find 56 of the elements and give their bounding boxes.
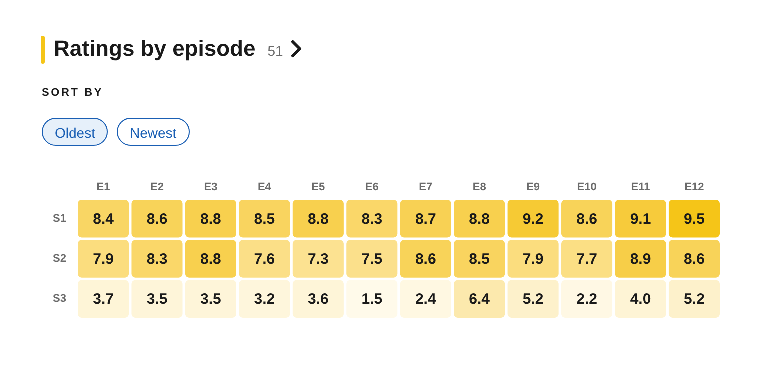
x-tick-label: E11 [631, 182, 650, 194]
text: SORT BY [42, 87, 104, 99]
text: Oldest [42, 118, 108, 146]
data-label: 8.5 [254, 210, 276, 228]
x-tick-label: E4 [258, 182, 272, 194]
data-label: 8.8 [200, 251, 222, 268]
data-label: 5.2 [522, 291, 544, 308]
data-label: 9.5 [684, 210, 705, 228]
data-label: 2.4 [415, 291, 437, 308]
data-label: 7.6 [254, 251, 276, 268]
data-label: 4.0 [630, 291, 652, 308]
data-label: 8.3 [362, 210, 383, 228]
data-label: 8.3 [146, 251, 168, 268]
data-label: 8.6 [146, 210, 168, 228]
x-tick-label: E10 [577, 182, 597, 194]
data-label: 8.6 [415, 251, 436, 268]
data-label: 9.1 [630, 210, 652, 228]
data-label: 8.9 [630, 251, 652, 268]
data-label: 3.5 [200, 291, 222, 308]
data-label: 8.5 [469, 251, 490, 268]
data-label: 7.9 [93, 251, 114, 268]
data-label: 3.2 [254, 291, 276, 308]
data-label: 8.7 [415, 210, 436, 228]
x-tick-label: E3 [204, 182, 218, 194]
x-tick-label: E12 [684, 182, 704, 194]
data-label: 3.5 [146, 291, 168, 308]
data-label: 8.8 [308, 210, 329, 228]
data-label: 7.3 [308, 251, 329, 268]
data-label: 7.5 [362, 251, 383, 268]
y-tick-label: S2 [53, 253, 66, 265]
data-label: 8.8 [200, 210, 222, 228]
data-label: 6.4 [469, 291, 491, 308]
x-tick-label: E9 [526, 182, 540, 194]
data-label: 8.6 [684, 251, 705, 268]
y-tick-label: S1 [53, 212, 66, 225]
x-tick-label: E6 [365, 182, 379, 194]
data-label: 3.7 [93, 291, 114, 308]
x-tick-label: E5 [312, 182, 326, 194]
data-label: 8.4 [93, 210, 115, 228]
y-tick-label: S3 [53, 293, 66, 306]
text: 51 [268, 43, 284, 59]
x-tick-label: E8 [472, 182, 486, 194]
x-tick-label: E2 [150, 182, 164, 194]
data-label: 8.8 [469, 210, 490, 228]
data-label: 7.7 [576, 251, 598, 268]
data-label: 5.2 [684, 291, 705, 308]
x-tick-label: E1 [96, 182, 110, 194]
data-label: 1.5 [362, 291, 383, 308]
chart-title: Ratings by episode [54, 36, 256, 62]
data-label: 7.9 [522, 251, 544, 268]
x-tick-label: E7 [419, 182, 433, 194]
data-label: 9.2 [522, 210, 544, 228]
data-label: 8.6 [576, 210, 598, 228]
data-label: 2.2 [576, 291, 598, 308]
text: Newest [117, 118, 190, 146]
data-label: 3.6 [308, 291, 329, 308]
